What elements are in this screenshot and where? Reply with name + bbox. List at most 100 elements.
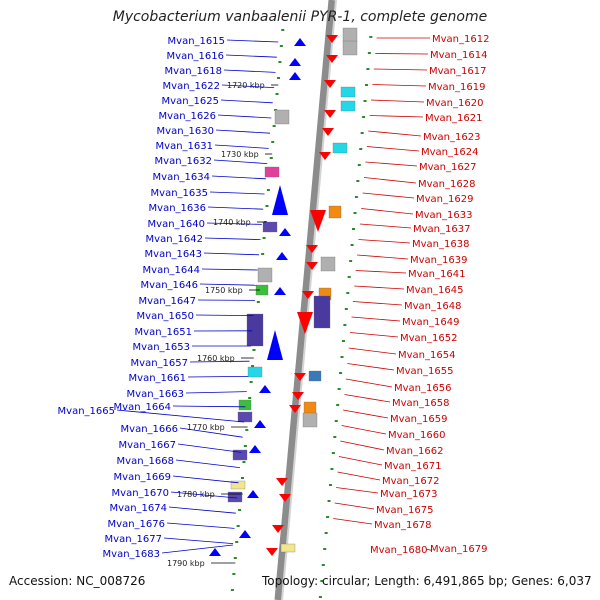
left-gene-label: Mvan_1644 xyxy=(143,265,200,276)
left-gene-label: Mvan_1635 xyxy=(151,188,208,199)
right-gene-label: Mvan_1649 xyxy=(402,317,459,328)
left-gene-arrow-up xyxy=(272,185,288,215)
right-gene-block xyxy=(320,256,336,272)
right-gene-leader xyxy=(347,363,395,371)
label-joiner: ~ xyxy=(425,545,433,556)
left-gene-leader xyxy=(203,252,260,256)
left-gene-arrow-up xyxy=(289,58,301,66)
right-gene-block xyxy=(280,543,296,553)
right-gene-block xyxy=(303,401,317,415)
right-gene-leader xyxy=(368,130,422,137)
right-gene-leader xyxy=(365,161,418,167)
right-gene-arrow-down xyxy=(324,80,336,88)
left-gene-leader xyxy=(168,506,236,514)
right-gene-label: Mvan_1656 xyxy=(394,383,451,394)
left-gene-arrow-up xyxy=(209,548,221,556)
left-gene-arrow-up xyxy=(247,490,259,498)
left-gene-leader xyxy=(220,99,273,104)
left-gene-label: Mvan_1677 xyxy=(105,534,162,545)
right-gene-label: Mvan_1628 xyxy=(418,179,475,190)
right-gene-label: Mvan_1623 xyxy=(423,132,480,143)
left-gene-leader xyxy=(175,459,240,468)
left-gene-leader xyxy=(225,54,277,58)
left-gene-label: Mvan_1676 xyxy=(108,519,165,530)
left-gene-arrow-up xyxy=(274,287,286,295)
left-gene-block xyxy=(246,313,264,347)
left-gene-label: Mvan_1667 xyxy=(119,440,176,451)
right-gene-label: Mvan_1612 xyxy=(432,34,489,45)
right-gene-leader xyxy=(359,223,412,229)
right-gene-leader xyxy=(369,115,424,118)
right-gene-leader xyxy=(361,208,414,215)
left-gene-leader xyxy=(177,443,242,453)
left-gene-leader xyxy=(206,222,262,225)
left-gene-label: Mvan_1642 xyxy=(146,234,203,245)
right-gene-label: Mvan_1633 xyxy=(415,210,472,221)
right-gene-label: Mvan_1658 xyxy=(392,398,449,409)
right-gene-label: Mvan_1638 xyxy=(412,239,469,250)
left-gene-leader xyxy=(195,314,254,316)
left-gene-block xyxy=(257,267,273,283)
right-gene-arrow-down xyxy=(297,312,313,334)
left-gene-label: Mvan_1663 xyxy=(127,389,184,400)
right-gene-leader xyxy=(345,378,393,388)
left-gene-leader xyxy=(161,544,233,554)
kbp-tick-label: 1770 kbp xyxy=(187,423,225,432)
left-gene-arrow-up xyxy=(267,330,283,360)
kbp-tick-label: 1790 kbp xyxy=(167,559,205,568)
right-gene-block xyxy=(342,27,358,43)
right-gene-arrow-down xyxy=(272,525,284,533)
left-gene-label: Mvan_1665 xyxy=(58,406,115,417)
left-gene-label: Mvan_1668 xyxy=(117,456,174,467)
right-gene-leader xyxy=(366,146,420,152)
left-gene-block xyxy=(232,449,248,461)
right-gene-leader xyxy=(351,316,401,322)
left-gene-label: Mvan_1616 xyxy=(167,51,224,62)
right-gene-arrow-down xyxy=(289,405,301,413)
left-gene-label: Mvan_1666 xyxy=(121,424,178,435)
right-gene-leader xyxy=(355,270,407,274)
left-gene-arrow-up xyxy=(254,420,266,428)
accession-text: Accession: NC_008726 xyxy=(9,574,146,588)
left-gene-arrow-up xyxy=(239,530,251,538)
right-gene-label: Mvan_1619 xyxy=(428,82,485,93)
left-gene-block xyxy=(238,399,252,411)
right-gene-leader xyxy=(348,347,397,355)
left-gene-leader xyxy=(187,376,249,378)
left-gene-leader xyxy=(209,191,265,195)
left-gene-leader xyxy=(189,360,250,363)
right-gene-label: Mvan_1675 xyxy=(376,505,433,516)
left-gene-label: Mvan_1622 xyxy=(163,81,220,92)
left-gene-leader xyxy=(214,144,269,149)
left-gene-label: Mvan_1640 xyxy=(148,219,205,230)
left-gene-leader xyxy=(116,409,245,423)
right-gene-block xyxy=(340,100,356,112)
topology-text: Topology: circular; Length: 6,491,865 bp… xyxy=(262,574,592,588)
right-gene-arrow-down xyxy=(310,210,326,232)
left-gene-label: Mvan_1669 xyxy=(114,472,171,483)
right-gene-arrow-down xyxy=(294,373,306,381)
left-gene-label: Mvan_1630 xyxy=(157,126,214,137)
kbp-tick-label: 1750 kbp xyxy=(205,286,243,295)
left-gene-arrow-up xyxy=(276,252,288,260)
left-gene-leader xyxy=(170,491,238,499)
right-gene-leader xyxy=(373,68,428,71)
left-gene-arrow-up xyxy=(279,228,291,236)
right-gene-label: Mvan_1652 xyxy=(400,333,457,344)
right-gene-block xyxy=(340,86,356,98)
right-gene-leader xyxy=(350,332,399,338)
right-gene-arrow-down xyxy=(306,262,318,270)
right-gene-leader xyxy=(357,254,409,260)
left-gene-leader xyxy=(201,268,258,271)
right-gene-label: Mvan_1660 xyxy=(388,430,445,441)
right-gene-label: Mvan_1629 xyxy=(416,194,473,205)
right-gene-arrow-down xyxy=(302,291,314,299)
right-gene-label: Mvan_1655 xyxy=(396,366,453,377)
right-gene-block xyxy=(342,40,358,56)
left-gene-leader xyxy=(207,206,264,210)
right-gene-label: Mvan_1680 xyxy=(370,545,427,556)
left-gene-label: Mvan_1674 xyxy=(110,503,167,514)
left-gene-label: Mvan_1647 xyxy=(139,296,196,307)
right-gene-label: Mvan_1637 xyxy=(413,224,470,235)
